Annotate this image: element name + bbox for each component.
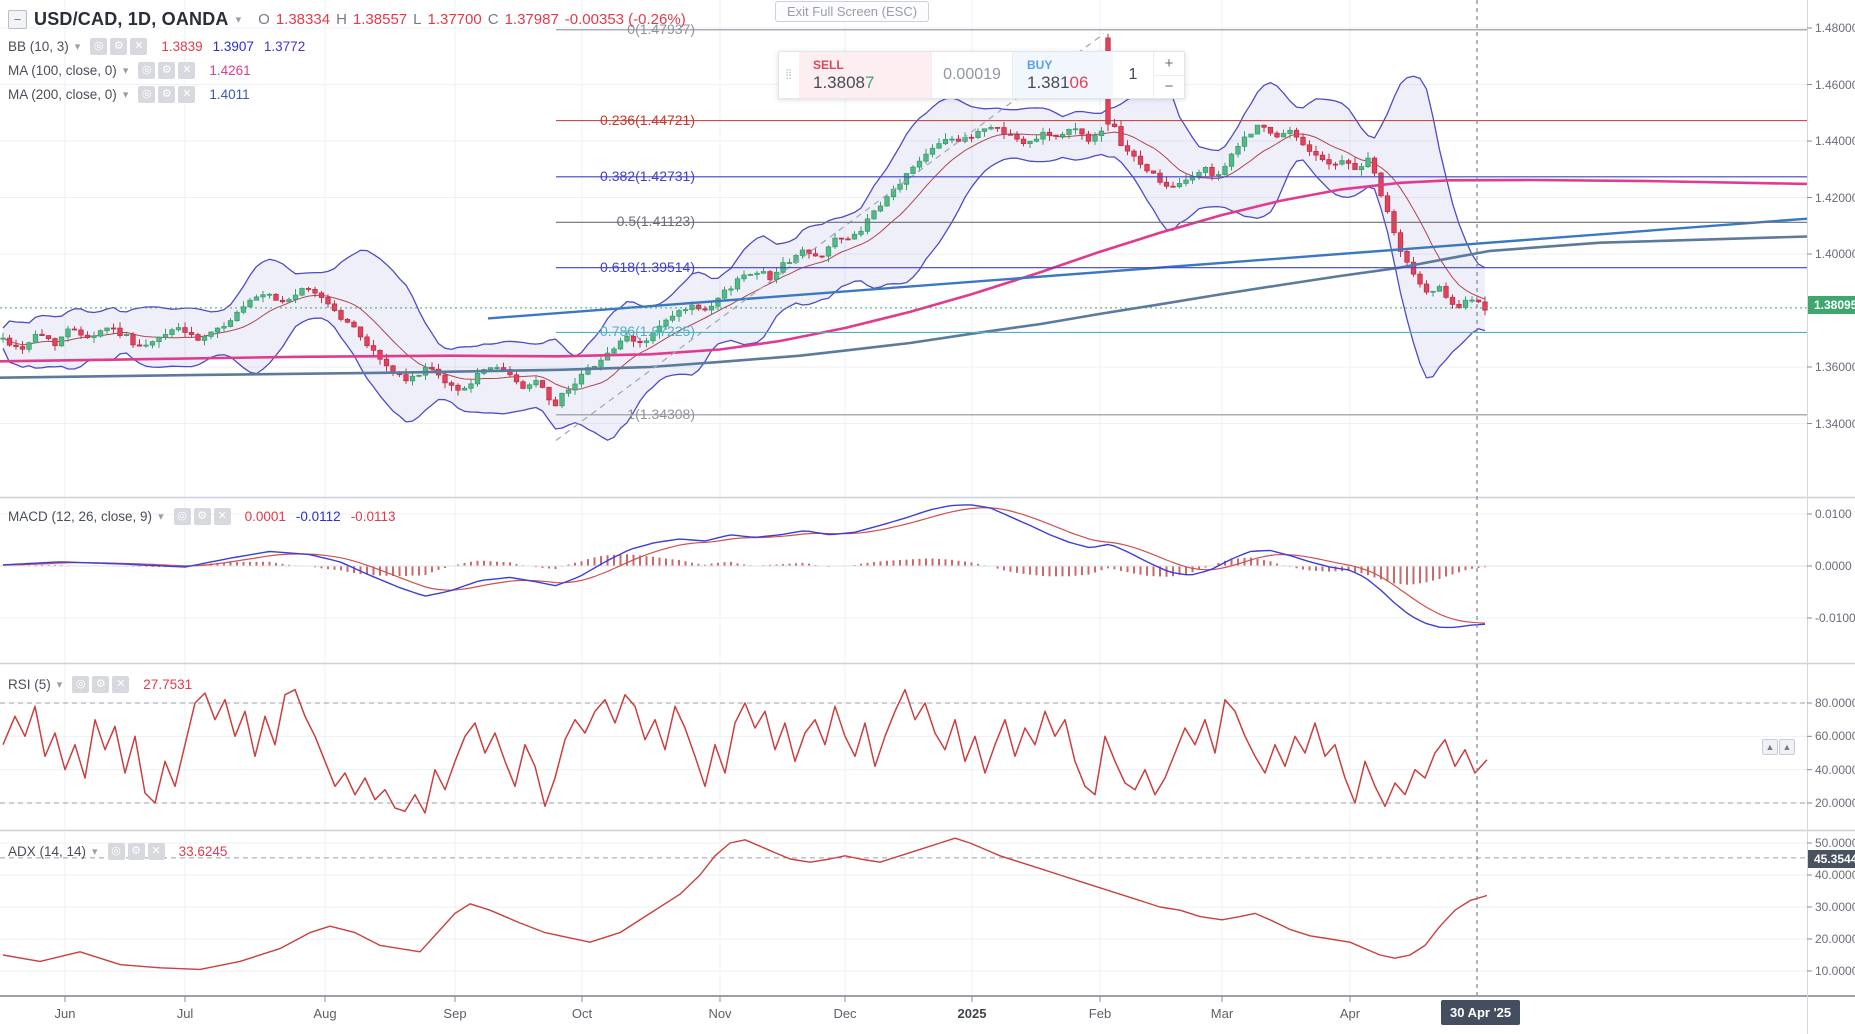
sell-price: 1.38087 [813, 73, 875, 92]
chevron-down-icon[interactable]: ▾ [92, 846, 98, 858]
bollinger-band [2, 75, 1486, 441]
adx-level-badge: 45.3544 [1808, 850, 1855, 868]
indicator-label-ma100[interactable]: MA (100, close, 0) [8, 63, 117, 78]
open-value: 1.38334 [275, 11, 331, 28]
gear-icon[interactable]: ⚙ [92, 676, 110, 693]
indicator-row-ma100: MA (100, close, 0) ▾ ◎ ⚙ ✕ 1.4261 [8, 62, 251, 79]
quantity-increase-button[interactable]: + [1154, 52, 1184, 76]
gear-icon[interactable]: ⚙ [158, 86, 176, 103]
order-widget: ⣿ SELL 1.38087 0.00019 BUY 1.38106 1 + − [778, 51, 1185, 99]
candlestick-series [0, 33, 1488, 409]
macd-hist-value: 0.0001 [244, 509, 286, 524]
bb-basis-value: 1.3839 [161, 39, 203, 54]
eye-icon[interactable]: ◎ [90, 38, 108, 55]
rsi-line [2, 688, 1488, 814]
sell-button[interactable]: SELL 1.38087 [799, 52, 931, 98]
crosshair-date-badge: 30 Apr '25 [1441, 1000, 1521, 1025]
sell-label: SELL [813, 58, 844, 72]
chevron-down-icon[interactable]: ▾ [122, 89, 129, 101]
trendline[interactable] [487, 217, 1808, 320]
close-icon[interactable]: ✕ [178, 86, 196, 103]
indicator-label-ma200[interactable]: MA (200, close, 0) [8, 87, 117, 102]
gear-icon[interactable]: ⚙ [193, 508, 211, 525]
eye-icon[interactable]: ◎ [173, 508, 191, 525]
drag-handle-icon[interactable]: ⣿ [784, 69, 794, 80]
close-icon[interactable]: ✕ [112, 676, 130, 693]
open-label: O [258, 11, 270, 28]
close-icon[interactable]: ✕ [213, 508, 231, 525]
indicator-label-macd[interactable]: MACD (12, 26, close, 9) [8, 509, 153, 524]
buy-button[interactable]: BUY 1.38106 [1013, 52, 1113, 98]
collapse-pane-icon[interactable]: − [8, 10, 27, 29]
ma200-line[interactable] [0, 235, 1808, 379]
close-icon[interactable]: ✕ [147, 843, 165, 860]
low-label: L [413, 11, 422, 28]
rsi-value: 27.7531 [143, 677, 193, 692]
indicator-label-adx[interactable]: ADX (14, 14) [8, 844, 87, 859]
quantity-stepper: + − [1154, 52, 1184, 98]
exit-fullscreen-tooltip: Exit Full Screen (ESC) [775, 1, 930, 22]
bb-lower-value: 1.3772 [263, 39, 306, 54]
indicator-label-rsi[interactable]: RSI (5) [8, 677, 51, 692]
grid [0, 0, 1807, 995]
low-value: 1.37700 [427, 11, 482, 28]
chevron-down-icon[interactable]: ▾ [74, 41, 81, 53]
eye-icon[interactable]: ◎ [138, 62, 156, 79]
macd-line [2, 504, 1486, 629]
gear-icon[interactable]: ⚙ [158, 62, 176, 79]
macd-signal-line [2, 507, 1486, 624]
gear-icon[interactable]: ⚙ [110, 38, 128, 55]
adx-value: 33.6245 [178, 844, 228, 859]
adx-line [2, 837, 1488, 971]
ma100-line[interactable] [0, 178, 1808, 363]
eye-icon[interactable]: ◎ [107, 843, 125, 860]
fib-retracement-lines[interactable] [556, 29, 1807, 416]
eye-icon[interactable]: ◎ [72, 676, 90, 693]
quantity-decrease-button[interactable]: − [1164, 78, 1174, 96]
close-value: 1.37987 [504, 11, 559, 28]
change-value: -0.00353 (-0.26%) [564, 11, 686, 28]
close-icon[interactable]: ✕ [130, 38, 148, 55]
high-label: H [336, 11, 347, 28]
chart-header: − USD/CAD, 1D, OANDA ▾ O 1.38334 H 1.38557… [8, 9, 686, 30]
macd-signal-value: -0.0113 [350, 509, 396, 524]
buy-label: BUY [1027, 58, 1053, 72]
indicator-label-bb[interactable]: BB (10, 3) [8, 39, 69, 54]
symbol-dropdown-caret[interactable]: ▾ [235, 14, 242, 26]
last-price-badge: 1.38095 [1808, 296, 1855, 314]
ma200-value: 1.4011 [209, 87, 250, 102]
indicator-row-adx: ADX (14, 14) ▾ ◎ ⚙ ✕ 33.6245 [8, 843, 227, 860]
close-icon[interactable]: ✕ [178, 62, 196, 79]
indicator-row-macd: MACD (12, 26, close, 9) ▾ ◎ ⚙ ✕ 0.0001 -… [8, 508, 395, 525]
gear-icon[interactable]: ⚙ [127, 843, 145, 860]
buy-price: 1.38106 [1027, 73, 1089, 92]
macd-line-value: -0.0112 [295, 509, 341, 524]
symbol-title[interactable]: USD/CAD, 1D, OANDA [34, 9, 229, 29]
chevron-down-icon[interactable]: ▾ [122, 65, 129, 77]
indicator-row-rsi: RSI (5) ▾ ◎ ⚙ ✕ 27.7531 [8, 676, 192, 693]
axis-ticks [64, 27, 1812, 1002]
rsi-bands [0, 702, 1807, 804]
bb-upper-value: 1.3907 [212, 39, 254, 54]
pane-move-down-button[interactable]: ▲ [1779, 739, 1795, 755]
close-label: C [487, 11, 499, 28]
dashed-trendline[interactable] [555, 33, 1105, 441]
pane-move-up-button[interactable]: ▲ [1762, 739, 1778, 755]
indicator-row-bb: BB (10, 3) ▾ ◎ ⚙ ✕ 1.3839 1.3907 1.3772 [8, 38, 305, 55]
ma100-value: 1.4261 [209, 63, 251, 78]
chevron-down-icon[interactable]: ▾ [158, 511, 164, 523]
quantity-field[interactable]: 1 [1113, 52, 1154, 98]
high-value: 1.38557 [352, 11, 408, 28]
indicator-row-ma200: MA (200, close, 0) ▾ ◎ ⚙ ✕ 1.4011 [8, 86, 250, 103]
eye-icon[interactable]: ◎ [138, 86, 156, 103]
spread-value: 0.00019 [931, 52, 1013, 98]
chevron-down-icon[interactable]: ▾ [56, 679, 63, 691]
ohlc-readout: O 1.38334 H 1.38557 L 1.37700 C 1.37987 -0.0… [258, 11, 686, 28]
